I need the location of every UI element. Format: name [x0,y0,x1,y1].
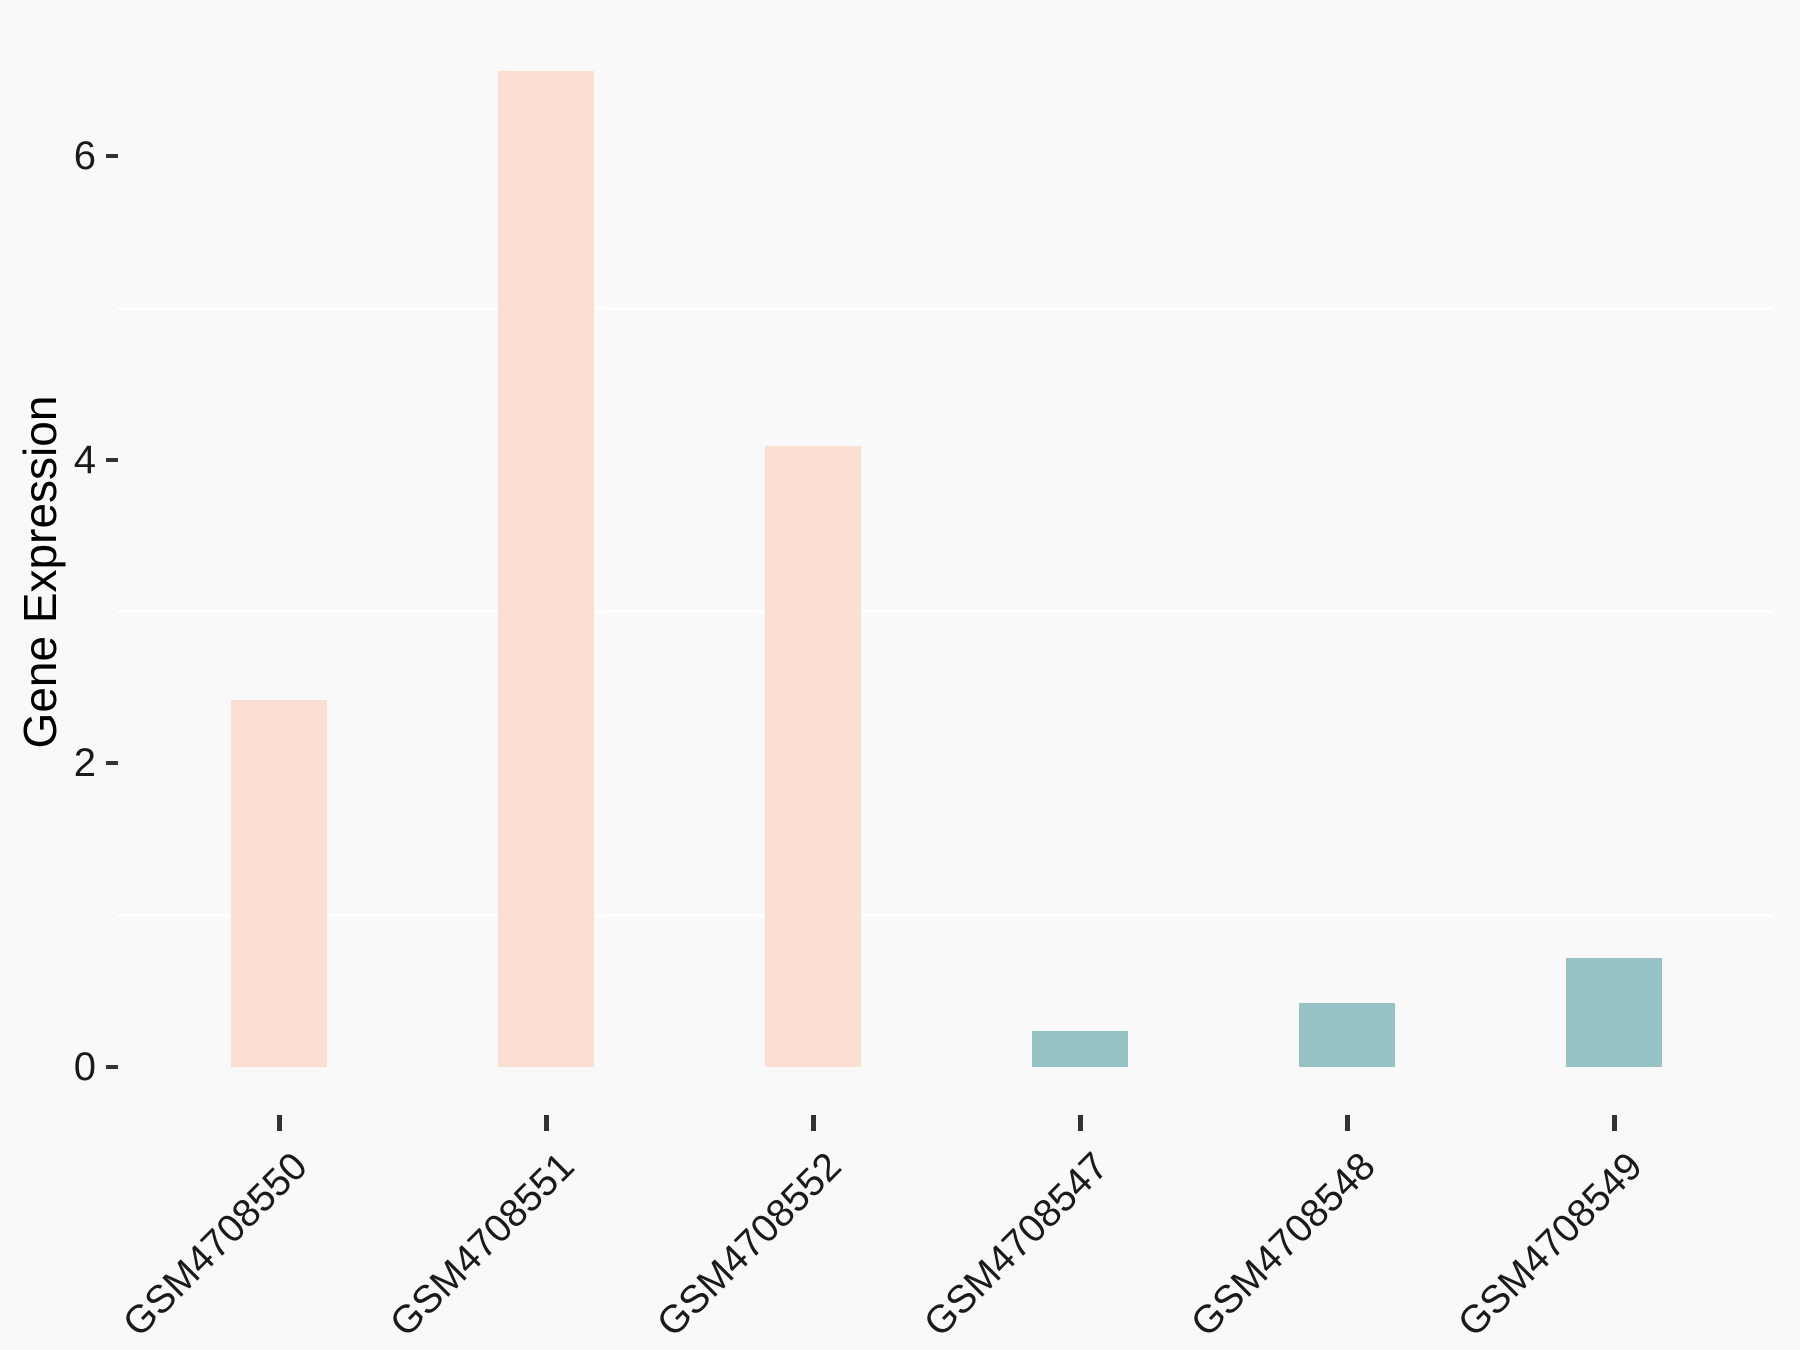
bar-GSM4708551 [498,71,594,1067]
bar-GSM4708552 [765,446,861,1067]
x-tick-label-GSM4708547: GSM4708547 [916,1144,1117,1346]
x-tick-label-GSM4708550: GSM4708550 [115,1144,316,1346]
x-tick-GSM4708549 [1611,1115,1617,1131]
x-tick-GSM4708551 [543,1115,549,1131]
bar-GSM4708549 [1566,957,1662,1067]
minor-gridline [118,610,1774,614]
x-tick-GSM4708552 [810,1115,816,1131]
bar-GSM4708548 [1299,1003,1395,1067]
x-tick-label-GSM4708552: GSM4708552 [649,1144,850,1346]
x-tick-GSM4708548 [1344,1115,1350,1131]
x-tick-label-GSM4708551: GSM4708551 [382,1144,583,1346]
y-tick-2 [106,761,118,766]
y-tick-label-2: 2 [73,741,96,786]
bar-GSM4708550 [231,699,327,1067]
y-tick-label-4: 4 [73,437,96,482]
bar-GSM4708547 [1032,1030,1128,1067]
x-tick-label-GSM4708548: GSM4708548 [1183,1144,1384,1346]
y-tick-label-6: 6 [73,134,96,179]
x-tick-label-GSM4708549: GSM4708549 [1450,1144,1651,1346]
minor-gridline [118,913,1774,917]
y-tick-6 [106,154,118,159]
y-tick-4 [106,457,118,462]
y-tick-0 [106,1065,118,1069]
y-tick-label-0: 0 [73,1045,96,1089]
minor-gridline [118,306,1774,310]
x-tick-GSM4708547 [1077,1115,1083,1131]
x-tick-GSM4708550 [276,1115,282,1131]
